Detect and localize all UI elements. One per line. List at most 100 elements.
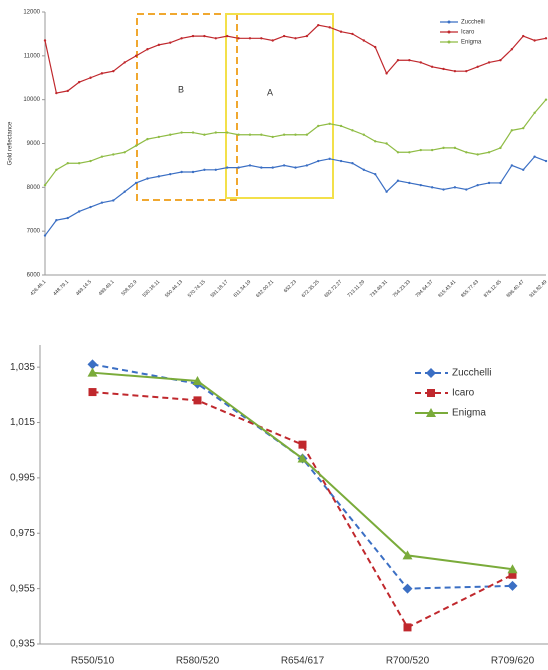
marker [123,61,126,64]
marker [533,155,536,158]
marker [465,188,468,191]
marker [248,133,252,136]
marker [192,375,203,385]
marker [112,153,115,156]
marker [339,124,343,128]
marker [169,41,172,44]
marker [282,34,286,38]
marker [476,65,479,68]
x-tick-label: 794.64.37 [415,279,435,299]
marker [328,157,331,161]
marker [169,172,172,176]
marker [193,396,202,405]
marker [123,151,126,154]
marker [507,580,518,591]
marker [522,126,525,130]
x-tick-label: 733.49.31 [369,279,389,299]
legend-label: Icaro [452,388,475,399]
y-tick-label: 0,975 [10,528,35,539]
legend-label: Zucchelli [452,368,491,379]
region-a [225,13,334,199]
legend-label: Enigma [461,40,482,46]
marker [237,166,240,169]
marker [419,148,422,152]
y-tick-label: 10000 [23,97,40,103]
marker [385,142,388,145]
legend-marker [447,20,451,24]
x-tick-label: 672.35.25 [301,279,321,299]
marker [465,69,468,73]
y-tick-label: 0,995 [10,473,35,484]
legend-label: Zucchelli [461,20,485,26]
legend-label: Icaro [461,30,475,36]
marker [248,37,252,40]
y-tick-label: 0,935 [10,639,35,650]
marker [419,183,422,187]
marker [476,153,479,156]
annotation: B [178,84,184,94]
marker [77,210,81,213]
marker [180,37,183,40]
marker [214,131,217,134]
marker [55,168,58,171]
marker [419,61,422,64]
marker [430,186,434,189]
marker [328,122,331,125]
marker [487,151,491,154]
marker [453,186,457,189]
marker [544,98,548,101]
x-tick-label: R580/520 [176,656,220,667]
marker [362,133,366,136]
marker [89,205,92,209]
marker [294,133,297,136]
marker [522,168,525,171]
marker [317,23,320,27]
marker [305,34,309,38]
marker [157,175,161,178]
marker [408,59,411,62]
marker [260,37,263,40]
marker [533,111,536,115]
marker [385,72,388,75]
marker [351,162,354,165]
marker [87,359,98,370]
marker [66,162,69,165]
marker [146,137,149,141]
series-line [44,99,547,186]
marker [237,37,240,40]
marker [298,440,307,449]
marker [134,144,138,147]
x-tick-label: 469.14.5 [75,279,93,297]
y-tick-label: 7000 [27,229,41,235]
marker [351,32,354,36]
marker [339,30,343,33]
marker [402,583,413,594]
region-b [136,13,238,201]
x-tick-label: 855.77.43 [460,279,480,299]
marker [112,69,115,73]
marker [487,61,491,64]
marker [430,65,434,68]
x-tick-label: 713.11.29 [346,279,366,299]
marker [508,570,517,579]
x-tick-label: 591.18.17 [210,279,230,299]
marker [66,216,69,220]
marker [426,408,436,417]
marker [100,201,104,204]
x-tick-label: 896.40.47 [506,279,526,299]
y-tick-label: 9000 [27,141,41,147]
marker [203,133,206,136]
marker [499,146,502,150]
marker [271,166,274,169]
marker [403,623,412,632]
marker [442,67,445,71]
x-tick-label: 632.00.21 [255,279,275,299]
marker [146,48,149,51]
marker [427,389,435,397]
x-tick-label: 916.82.49 [528,279,548,299]
series-line [92,391,513,629]
y-tick-label: 1,015 [10,417,35,428]
y-tick-label: 12000 [23,10,40,16]
marker [487,181,491,185]
